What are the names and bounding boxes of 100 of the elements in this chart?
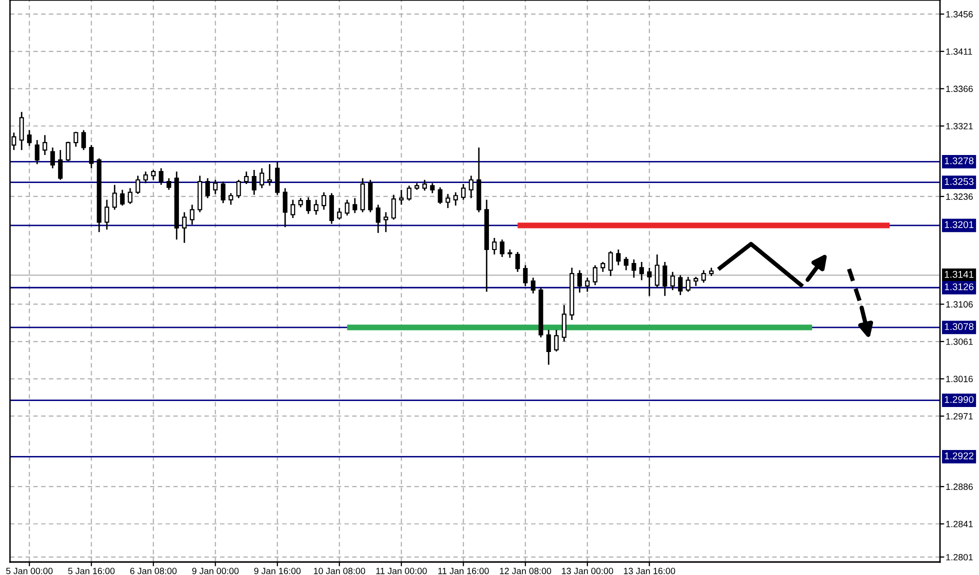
y-tick-label: 1.3106 (946, 301, 973, 308)
candlestick (112, 184, 117, 210)
candlestick (492, 237, 497, 256)
candlestick (244, 170, 249, 185)
candlestick (562, 304, 566, 342)
y-tick-label: 1.2971 (946, 413, 973, 420)
candlestick (58, 149, 63, 181)
candlestick (190, 204, 194, 226)
candlestick (468, 175, 474, 199)
y-tick-label: 1.2886 (946, 484, 973, 490)
candlestick (236, 179, 241, 199)
candlestick (592, 264, 598, 286)
y-tick-label: 1.2841 (946, 520, 973, 528)
candlestick (577, 270, 582, 294)
candlestick (694, 276, 698, 287)
y-tick-label: 1.3016 (946, 376, 973, 382)
y-tick-label: 1.3321 (946, 122, 973, 130)
candlestick (182, 212, 187, 244)
x-tick-label: 13 Jan 16:00 (624, 568, 676, 574)
candlestick (228, 192, 234, 206)
candlestick (399, 189, 404, 206)
candlestick (213, 179, 218, 195)
candlestick (158, 168, 164, 186)
candlestick (554, 329, 559, 352)
candlestick (220, 180, 226, 204)
candlestick (298, 197, 303, 208)
candlestick (290, 199, 296, 219)
candlestick (260, 168, 264, 189)
candlestick (530, 276, 536, 294)
candlestick (608, 250, 613, 277)
ref-line-label: 1.2922 (944, 452, 974, 460)
candlestick (344, 199, 350, 216)
ref-line-label: 1.3201 (944, 221, 974, 228)
x-tick-label: 5 Jan 00:00 (6, 568, 53, 574)
candlestick (50, 146, 55, 169)
candlestick (306, 196, 311, 215)
candlestick (166, 178, 172, 191)
candlestick (453, 192, 458, 206)
candlestick (27, 129, 32, 147)
candlestick (322, 192, 326, 210)
x-tick-label: 6 Jan 08:00 (130, 568, 177, 574)
candlestick (678, 274, 683, 296)
candlestick (267, 163, 272, 186)
ref-line-label: 1.3141 (944, 270, 974, 278)
candlestick (89, 144, 94, 169)
candlestick (546, 329, 551, 366)
ref-line-label: 1.3278 (944, 157, 974, 164)
ref-line-label: 1.3078 (944, 323, 974, 330)
x-tick-label: 9 Jan 00:00 (192, 568, 239, 574)
candlestick (662, 261, 668, 297)
candlestick (282, 187, 288, 228)
candlestick (376, 204, 380, 234)
candlestick (337, 207, 342, 220)
y-tick-label: 1.3411 (946, 48, 972, 55)
candlestick (143, 170, 148, 184)
candlestick (42, 134, 48, 156)
x-tick-label: 11 Jan 16:00 (438, 568, 489, 574)
y-tick-label: 1.3456 (946, 11, 973, 18)
y-tick-label: 1.3236 (946, 193, 973, 200)
x-tick-label: 5 Jan 16:00 (68, 568, 115, 574)
candlestick (74, 131, 78, 148)
candlestick (136, 175, 140, 195)
candlestick (66, 141, 70, 162)
y-tick-label: 1.3366 (946, 86, 973, 92)
candlestick (252, 169, 256, 196)
candlestick (81, 129, 86, 151)
candlestick (632, 258, 636, 278)
ref-line-label: 1.2990 (944, 396, 974, 403)
candlestick (430, 182, 435, 194)
candlestick (654, 254, 660, 288)
candlestick (515, 251, 520, 273)
candlestick (352, 197, 358, 214)
candlestick (406, 184, 412, 202)
ref-line-label: 1.3253 (944, 178, 974, 185)
candlestick (438, 186, 442, 205)
candlestick (701, 270, 706, 284)
ref-line-label: 1.3126 (944, 283, 974, 290)
candlestick (384, 212, 388, 233)
candlestick (314, 199, 318, 216)
candlestick (616, 248, 621, 266)
candlestick (585, 276, 590, 292)
candlestick (151, 169, 156, 181)
candlestick (19, 111, 24, 151)
x-tick-label: 11 Jan 00:00 (376, 568, 427, 574)
x-tick-label: 12 Jan 08:00 (500, 568, 552, 574)
candlestick (624, 256, 628, 271)
candlestick (120, 189, 125, 206)
candlestick (600, 261, 606, 273)
y-tick-label: 1.3061 (946, 338, 973, 345)
candlestick (639, 261, 644, 281)
x-tick-label: 10 Jan 08:00 (314, 568, 366, 574)
candlestick (34, 139, 40, 165)
candlestick (391, 194, 396, 220)
candlestick (523, 264, 528, 287)
candlestick (128, 187, 132, 205)
candlestick (500, 238, 504, 258)
candlestick (647, 267, 652, 297)
candlestick (446, 193, 450, 209)
candlestick (461, 183, 466, 200)
candlestick (670, 271, 675, 291)
